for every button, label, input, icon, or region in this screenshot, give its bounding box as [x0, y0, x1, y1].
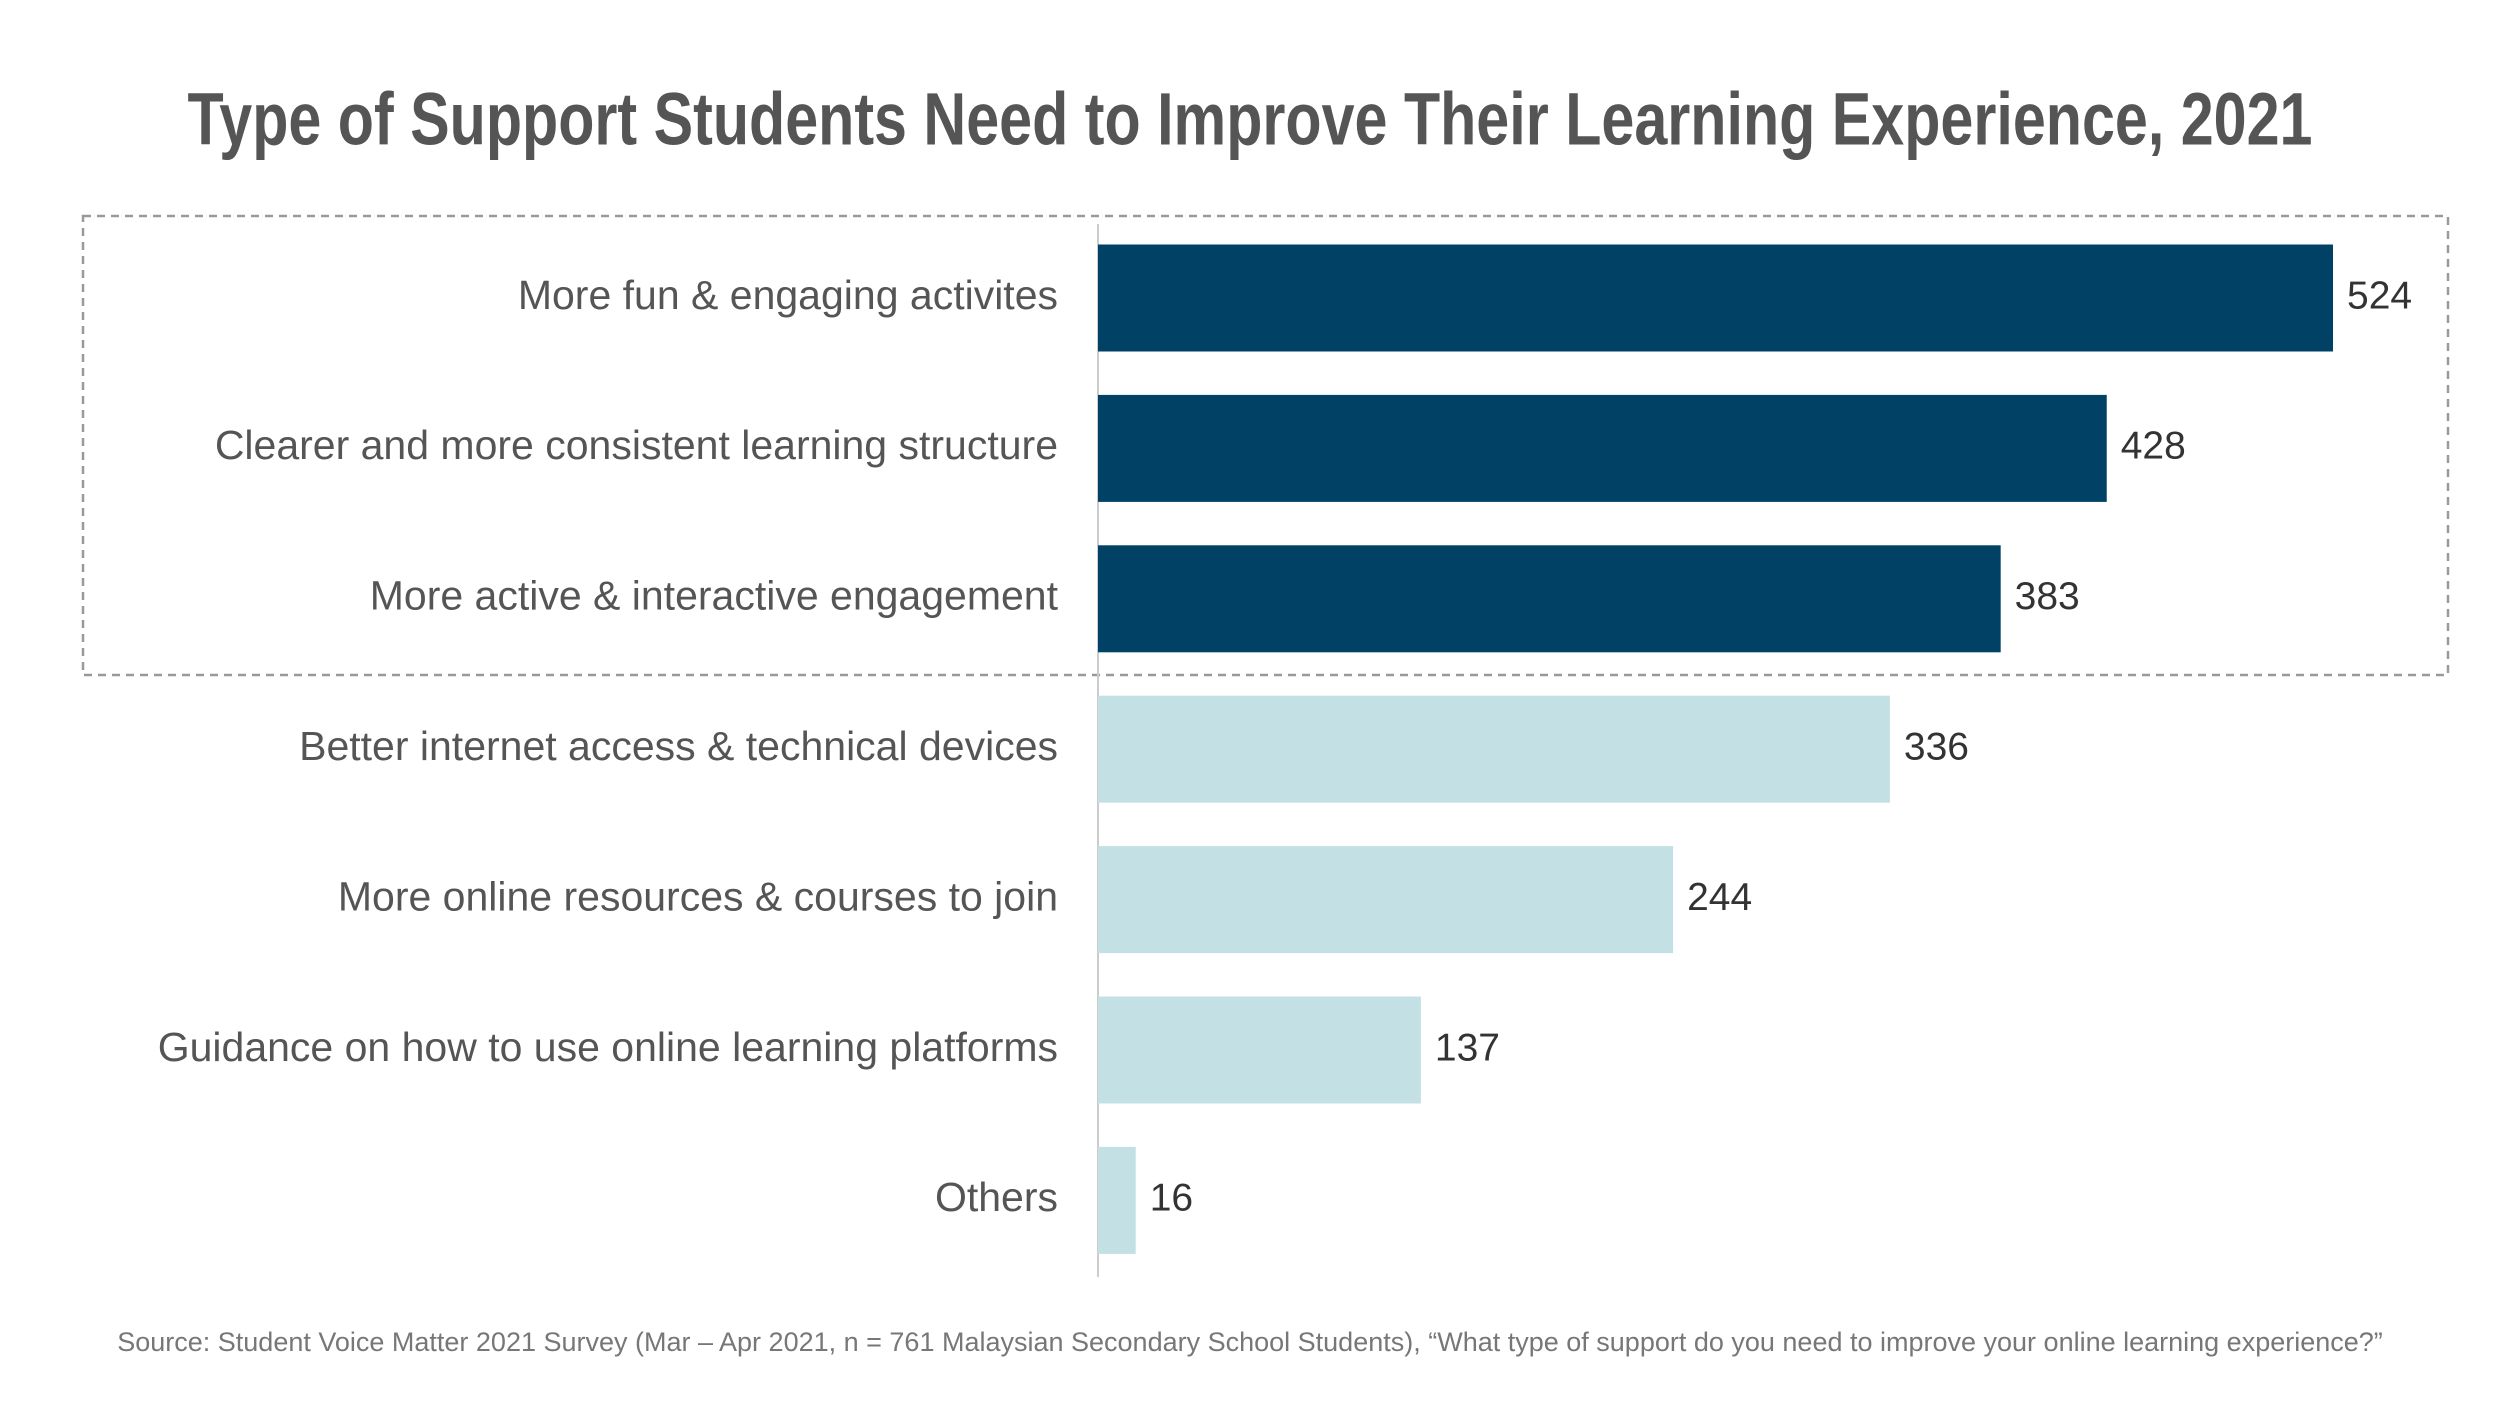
category-label: Guidance on how to use online learning p… — [158, 1024, 1058, 1070]
category-label: More online resources & courses to join — [338, 873, 1058, 919]
value-label: 383 — [2015, 575, 2080, 618]
bar — [1098, 244, 2333, 352]
bar — [1098, 846, 1674, 954]
value-label: 524 — [2347, 274, 2412, 317]
chart-title: Type of Support Students Need to Improve… — [188, 78, 2313, 161]
category-label: More fun & engaging activites — [518, 272, 1058, 318]
highlight-box — [81, 214, 2450, 677]
category-label: Others — [935, 1174, 1058, 1220]
category-label: More active & interactive engagement — [370, 573, 1059, 619]
value-label: 428 — [2121, 425, 2186, 468]
source-note: Source: Student Voice Matter 2021 Survey… — [117, 1327, 2383, 1357]
bar — [1098, 695, 1890, 803]
value-label: 244 — [1687, 876, 1752, 919]
value-label: 16 — [1150, 1177, 1193, 1220]
bar — [1098, 996, 1421, 1104]
bar — [1098, 1146, 1136, 1254]
bar — [1098, 394, 2107, 502]
bar — [1098, 545, 2001, 653]
value-label: 336 — [1904, 725, 1969, 768]
value-label: 137 — [1435, 1026, 1500, 1069]
category-label: Clearer and more consistent learning str… — [215, 422, 1058, 468]
category-label: Better internet access & technical devic… — [299, 723, 1058, 769]
